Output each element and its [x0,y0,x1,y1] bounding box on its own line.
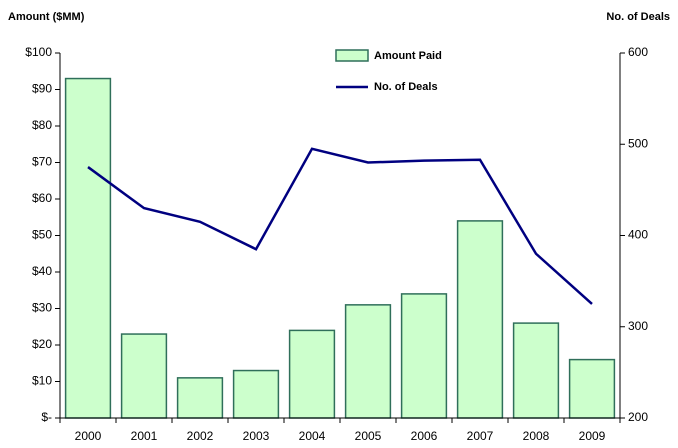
y2-tick-label: 600 [628,45,648,59]
y-tick-label: $90 [32,82,52,96]
y-tick-label: $10 [32,374,52,388]
y-tick-label: $100 [25,45,52,59]
y-tick-label: $60 [32,191,52,205]
bar [512,322,560,419]
bar [288,329,336,419]
x-tick-label: 2006 [411,429,438,443]
y-tick-label: $50 [32,228,52,242]
y-tick-label: $- [41,410,52,424]
line [87,147,593,305]
y2-tick-label: 300 [628,319,648,333]
y-tick-label: $30 [32,301,52,315]
bar [176,377,224,419]
bar [568,358,616,419]
y2-axis-title: No. of Deals [606,11,670,23]
x-tick-label: 2005 [355,429,382,443]
x-tick-label: 2008 [523,429,550,443]
bar [120,333,168,419]
bar [456,220,504,419]
y-tick-label: $20 [32,337,52,351]
bar [344,304,392,419]
y-tick-label: $70 [32,155,52,169]
x-tick-label: 2000 [75,429,102,443]
x-tick-label: 2001 [131,429,158,443]
x-tick-label: 2004 [299,429,326,443]
legend-label: Amount Paid [374,50,442,62]
y2-tick-label: 200 [628,410,648,424]
bar [64,77,112,419]
y2-tick-label: 500 [628,136,648,150]
y-tick-label: $40 [32,264,52,278]
bar [400,293,448,419]
x-tick-label: 2002 [187,429,214,443]
y2-tick-label: 400 [628,228,648,242]
legend-label: No. of Deals [374,81,438,93]
y-tick-label: $80 [32,118,52,132]
y-axis-title: Amount ($MM) [8,11,85,23]
x-tick-label: 2003 [243,429,270,443]
x-tick-label: 2009 [579,429,606,443]
bar [232,369,280,419]
legend-swatch [335,49,369,62]
x-tick-label: 2007 [467,429,494,443]
